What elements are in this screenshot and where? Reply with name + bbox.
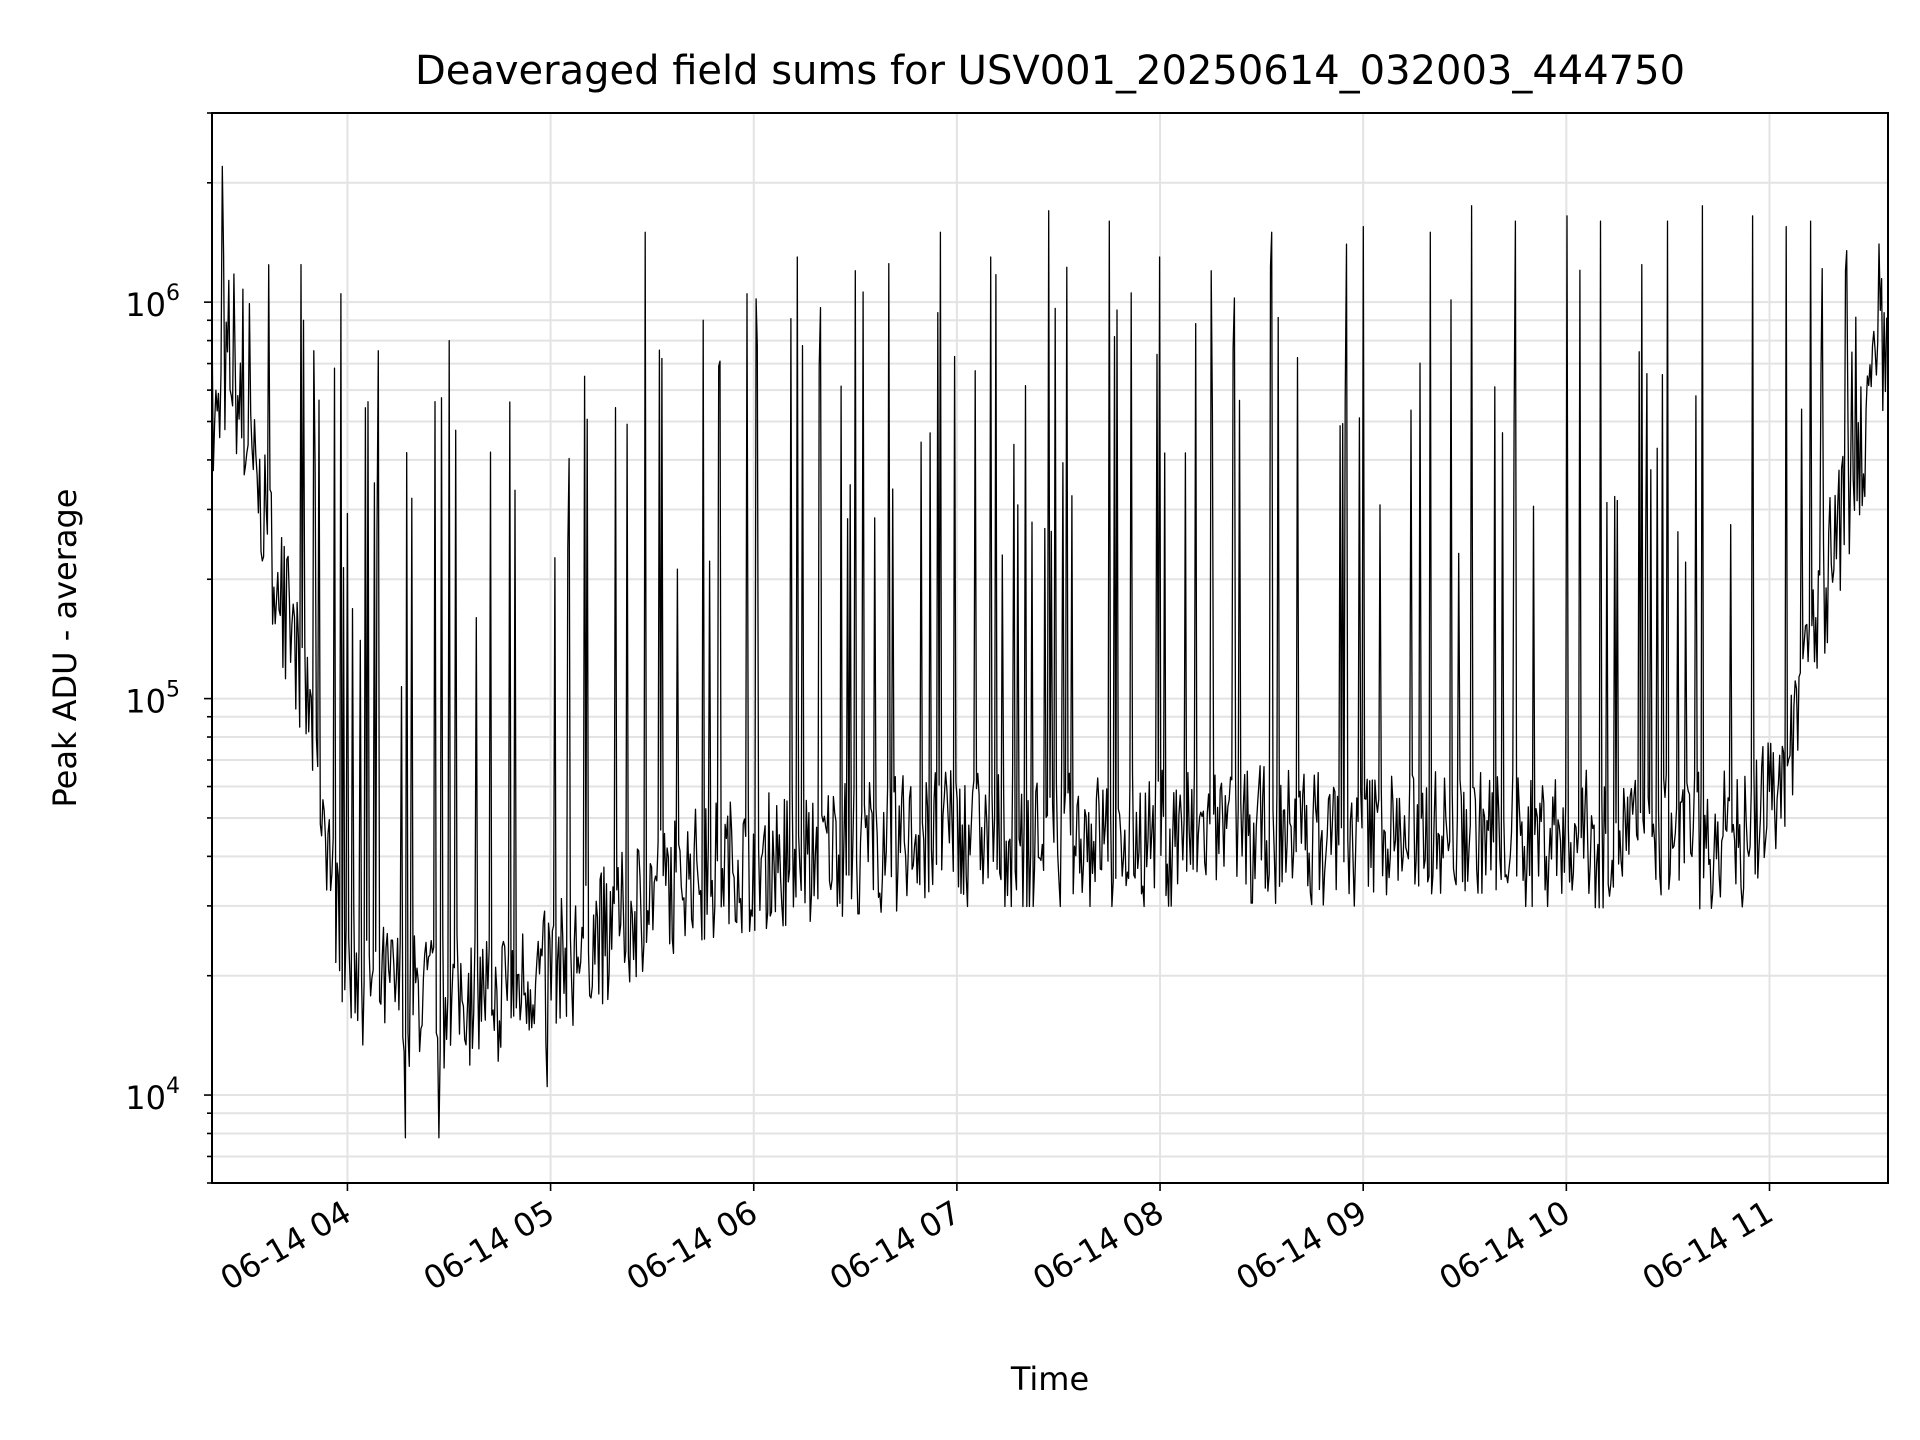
series-line	[211, 165, 1889, 1139]
y-tick-label: 104	[125, 1074, 180, 1117]
x-axis-label: Time	[1010, 1360, 1089, 1398]
series-line-group	[211, 165, 1889, 1139]
plot-frame	[211, 112, 1889, 1184]
y-tick-label: 106	[125, 281, 180, 324]
y-tick-label: 105	[125, 678, 180, 721]
y-axis-label: Peak ADU - average	[46, 489, 84, 808]
chart-title: Deaveraged field sums for USV001_2025061…	[415, 48, 1685, 94]
